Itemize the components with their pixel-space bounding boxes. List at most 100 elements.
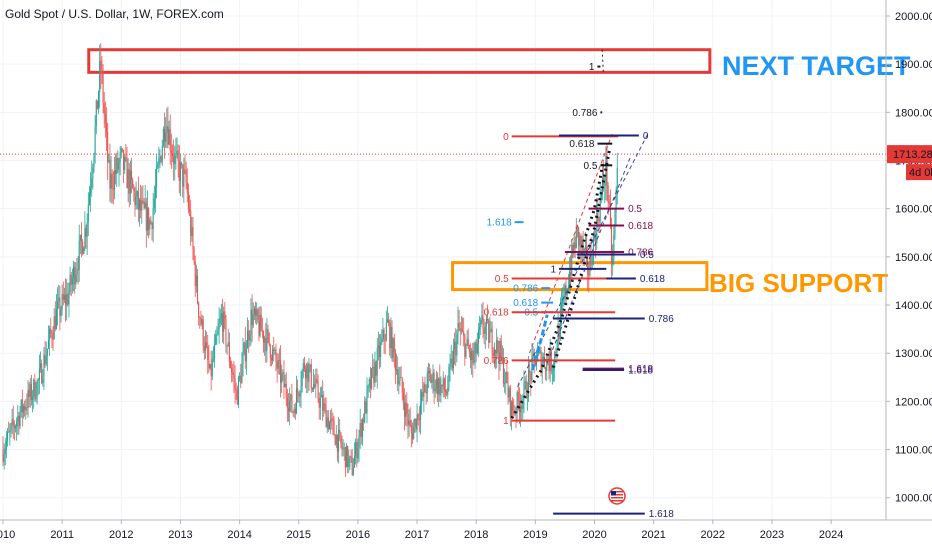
candle-body	[256, 309, 258, 316]
price-tick-label: 1500.00	[895, 252, 932, 264]
price-tick-label: 1900.00	[895, 59, 932, 71]
time-tick-label: 2011	[50, 529, 74, 541]
candle-body	[232, 372, 234, 376]
candle-body	[493, 349, 495, 357]
candle-body	[240, 375, 242, 384]
candle-body	[615, 189, 617, 213]
candle-body	[236, 390, 238, 405]
candle-body	[154, 186, 156, 199]
candle-body	[229, 361, 232, 368]
candle-body	[200, 318, 202, 325]
candle-body	[529, 370, 531, 373]
candle-body	[47, 340, 50, 349]
fib-level-label: 0.618	[640, 274, 665, 285]
countdown-badge-value: 4d 0h	[909, 167, 932, 179]
candle-body	[331, 418, 333, 420]
candle-body	[223, 311, 225, 332]
us-flag-icon[interactable]	[608, 487, 626, 505]
candle-body	[60, 309, 62, 316]
candle-body	[446, 392, 448, 395]
candle-body	[441, 384, 443, 387]
candle-body	[216, 334, 218, 336]
candle-body	[65, 294, 67, 305]
candle-body	[381, 338, 383, 343]
fibonacci-levels: 10.78600.6180.501.6180.50.6180.7860.510.…	[484, 62, 675, 520]
candle-body	[259, 314, 261, 336]
candle-body	[113, 170, 116, 190]
candle-body	[423, 384, 425, 397]
candle-body	[198, 302, 200, 318]
candle-body	[490, 328, 492, 332]
candle-body	[190, 210, 192, 237]
candle-body	[61, 294, 63, 310]
candle-body	[45, 356, 47, 365]
time-axis[interactable]: 2010 2011 2012 2013 2014 2015 2016 2017 2018 2019…	[0, 519, 932, 541]
candle-body	[482, 315, 484, 330]
candle-body	[115, 170, 117, 174]
candle-body	[7, 431, 9, 442]
candlestick-series	[2, 43, 618, 477]
candle-body	[95, 100, 97, 127]
candle-body	[302, 363, 304, 372]
candle-body	[285, 383, 287, 398]
candle-body	[317, 381, 319, 399]
candle-body	[477, 329, 480, 344]
candle-body	[325, 405, 327, 428]
candle-body	[254, 308, 257, 316]
candle-body	[438, 378, 440, 395]
candle-body	[267, 329, 269, 333]
candle-body	[363, 419, 365, 422]
candle-body	[339, 429, 341, 433]
candle-body	[2, 449, 4, 462]
candle-body	[502, 357, 505, 384]
candle-body	[247, 330, 249, 349]
candle-body	[109, 160, 111, 189]
candle-body	[443, 378, 445, 390]
candle-body	[234, 378, 236, 389]
candle-body	[134, 190, 136, 206]
candle-body	[273, 349, 275, 351]
candle-body	[204, 342, 207, 351]
candle-body	[520, 405, 522, 413]
candle-body	[551, 370, 553, 372]
candle-body	[226, 345, 228, 347]
candle-body	[457, 322, 459, 335]
price-badge-background	[887, 145, 932, 164]
candle-body	[494, 349, 497, 354]
candle-body	[431, 379, 433, 383]
candle-body	[257, 309, 259, 321]
candle-body	[348, 458, 350, 467]
candle-body	[50, 328, 52, 334]
candle-body	[153, 198, 155, 208]
candle-body	[241, 364, 243, 384]
candle-body	[220, 313, 222, 319]
fib-level-label: 1.618	[649, 509, 674, 520]
candle-body	[310, 364, 312, 388]
candle-body	[309, 364, 311, 369]
candle-body	[427, 370, 429, 373]
candle-body	[376, 348, 378, 376]
candle-body	[372, 366, 374, 369]
candle-body	[35, 397, 37, 400]
candle-body	[248, 330, 250, 341]
candle-body	[261, 331, 263, 332]
candle-body	[110, 173, 112, 189]
candle-body	[9, 430, 11, 432]
candle-body	[245, 348, 247, 362]
price-tick-label: 1200.00	[895, 396, 932, 408]
candle-body	[82, 241, 84, 254]
candle-body	[157, 164, 159, 168]
candle-body	[365, 401, 367, 414]
candle-body	[189, 209, 191, 211]
candle-body	[62, 294, 64, 300]
candle-body	[77, 269, 79, 271]
candle-body	[598, 220, 600, 222]
candle-body	[301, 371, 303, 386]
candle-body	[573, 242, 575, 254]
candle-body	[121, 148, 123, 151]
candle-body	[556, 348, 558, 353]
candle-body	[192, 226, 194, 249]
candle-body	[481, 315, 483, 320]
candle-body	[496, 339, 498, 354]
